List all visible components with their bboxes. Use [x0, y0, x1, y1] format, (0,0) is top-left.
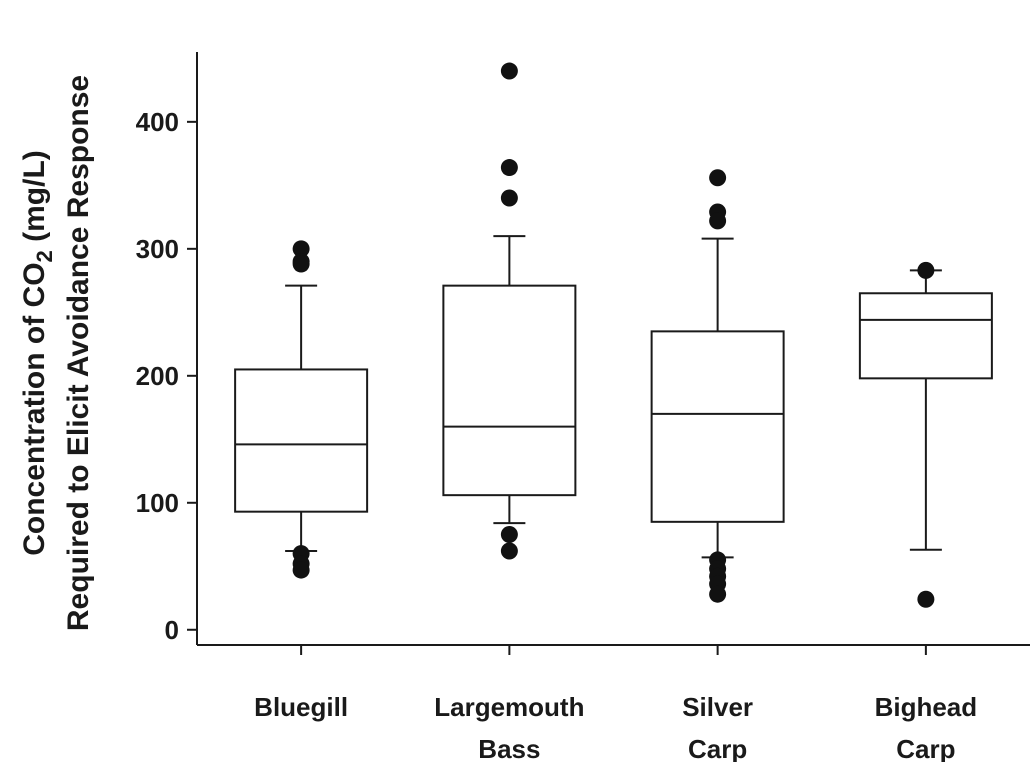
- outlier-point: [500, 542, 518, 560]
- y-tick-label: 400: [136, 107, 179, 137]
- y-tick-label: 100: [136, 488, 179, 518]
- outlier-point: [709, 212, 727, 230]
- iqr-box: [858, 292, 993, 380]
- outlier-point: [292, 561, 310, 579]
- y-axis-title-line1: Concentration of CO2 (mg/L): [18, 150, 57, 556]
- axes: 0 100 200 300 400: [136, 52, 1030, 655]
- category-labels: Bluegill Largemouth Bass Silver Carp Bighead C…: [254, 692, 977, 762]
- y-tick-label: 300: [136, 234, 179, 264]
- outlier-point: [917, 261, 935, 279]
- box-group: [442, 235, 577, 525]
- category-label: Bluegill: [254, 692, 348, 722]
- outlier-point: [292, 240, 310, 258]
- box-group: [858, 269, 993, 551]
- outlier-point: [917, 590, 935, 608]
- outlier-point: [500, 159, 518, 177]
- outlier-point: [500, 526, 518, 544]
- y-axis-title: Concentration of CO2 (mg/L) Required to …: [18, 75, 95, 631]
- iqr-box: [234, 368, 369, 513]
- y-title-prefix: Concentration of CO: [18, 262, 51, 555]
- y-tick-label: 0: [165, 615, 179, 645]
- category-label: Carp: [896, 734, 955, 762]
- outlier-point: [500, 62, 518, 80]
- iqr-box: [650, 330, 785, 523]
- outlier-point: [292, 255, 310, 273]
- category-label: Carp: [688, 734, 747, 762]
- category-label: Largemouth: [434, 692, 584, 722]
- y-axis-title-line2: Required to Elicit Avoidance Response: [62, 75, 95, 631]
- outlier-points: [292, 62, 935, 608]
- category-label: Bass: [478, 734, 540, 762]
- outlier-point: [709, 585, 727, 603]
- y-title-subscript: 2: [32, 250, 57, 262]
- category-label: Silver: [682, 692, 753, 722]
- y-tick-label: 200: [136, 361, 179, 391]
- outlier-point: [709, 169, 727, 187]
- box-series: [234, 235, 993, 559]
- category-label: Bighead: [875, 692, 978, 722]
- iqr-box: [442, 284, 577, 497]
- outlier-point: [500, 189, 518, 207]
- box-group: [650, 237, 785, 559]
- y-title-suffix: (mg/L): [18, 150, 51, 250]
- box-group: [234, 284, 369, 553]
